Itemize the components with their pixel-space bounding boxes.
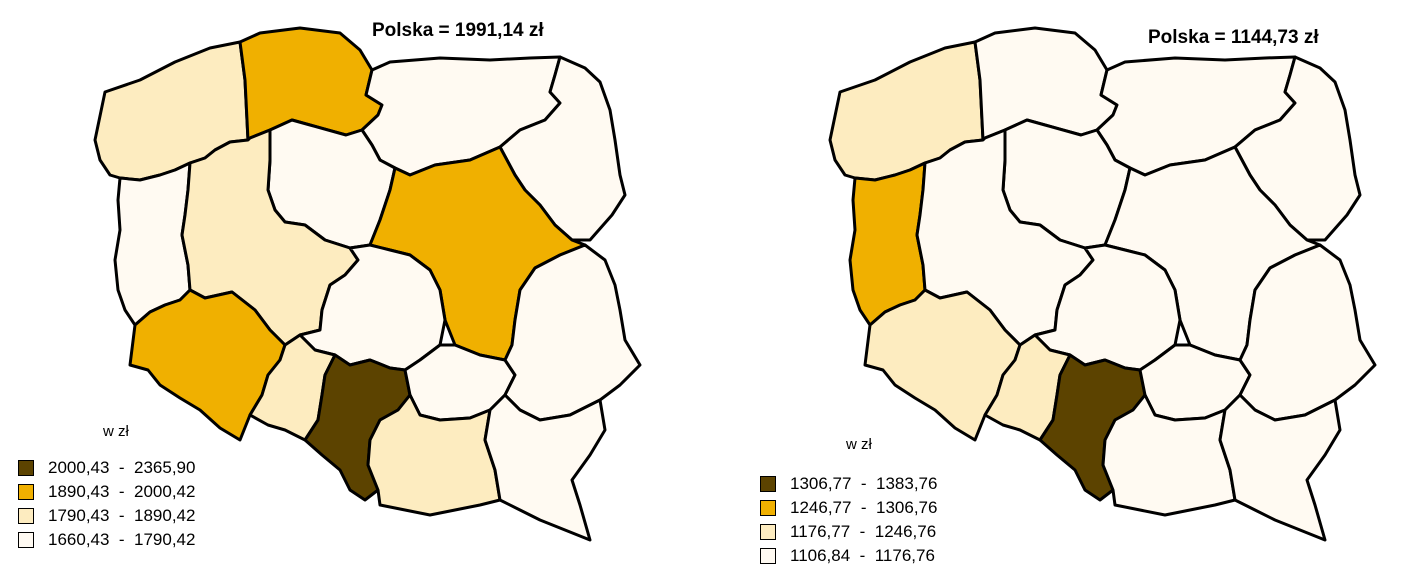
- legend-label: 1306,77 - 1383,76: [790, 474, 938, 493]
- legend-label: 1790,43 - 1890,42: [48, 506, 196, 525]
- legend-label: 1176,77 - 1246,76: [790, 522, 937, 541]
- map-right-unit-label: w zł: [846, 436, 872, 453]
- region-podkarpackie: [483, 393, 607, 542]
- map-left-unit-label: w zł: [103, 423, 129, 440]
- legend-item: 1106,84 - 1176,76: [760, 544, 937, 568]
- legend-item: 1890,43 - 2000,42: [18, 480, 195, 504]
- map-right-legend: 1306,77 - 1383,76 1246,77 - 1306,76 1176…: [760, 472, 937, 568]
- legend-swatch: [18, 532, 34, 548]
- map-left-title: Polska = 1991,14 zł: [372, 20, 544, 41]
- legend-label: 1660,43 - 1790,42: [48, 530, 196, 549]
- region-podkarpackie: [1218, 393, 1342, 542]
- legend-label: 1890,43 - 2000,42: [48, 482, 196, 501]
- legend-item: 1246,77 - 1306,76: [760, 496, 937, 520]
- legend-item: 1176,77 - 1246,76: [760, 520, 937, 544]
- legend-label: 1246,77 - 1306,76: [790, 498, 938, 517]
- legend-swatch: [760, 548, 776, 564]
- legend-item: 1790,43 - 1890,42: [18, 504, 195, 528]
- legend-swatch: [18, 460, 34, 476]
- legend-item: 1660,43 - 1790,42: [18, 528, 195, 552]
- map-right-title: Polska = 1144,73 zł: [1148, 27, 1319, 48]
- legend-swatch: [18, 484, 34, 500]
- legend-item: 2000,43 - 2365,90: [18, 456, 195, 480]
- region-pomorskie: [238, 26, 384, 142]
- map-right: [828, 26, 1377, 542]
- legend-swatch: [760, 476, 776, 492]
- legend-label: 1106,84 - 1176,76: [790, 546, 935, 565]
- region-pomorskie: [973, 26, 1119, 142]
- legend-swatch: [760, 500, 776, 516]
- map-left: [93, 26, 642, 542]
- legend-item: 1306,77 - 1383,76: [760, 472, 937, 496]
- legend-swatch: [18, 508, 34, 524]
- legend-swatch: [760, 524, 776, 540]
- legend-label: 2000,43 - 2365,90: [48, 458, 196, 477]
- map-left-legend: 2000,43 - 2365,90 1890,43 - 2000,42 1790…: [18, 456, 195, 552]
